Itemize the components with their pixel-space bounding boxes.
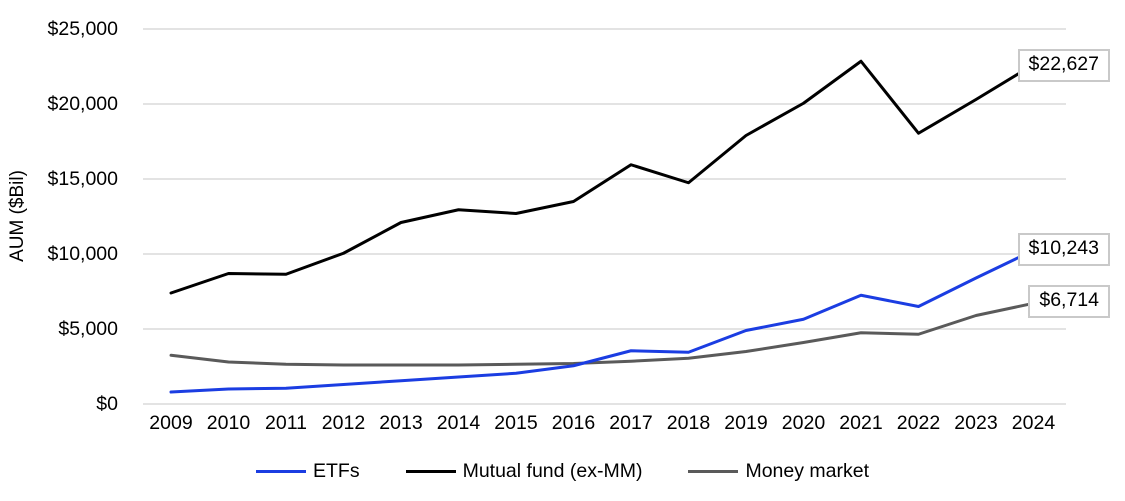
x-tick-2022: 2022: [896, 412, 941, 434]
legend-label-etfs: ETFs: [312, 460, 360, 482]
x-tick-2013: 2013: [379, 412, 423, 434]
x-tick-2018: 2018: [666, 412, 711, 434]
end-label-etfs: $10,243: [1017, 233, 1110, 266]
y-tick-15000: $15,000: [47, 168, 119, 190]
money-market-line-swatch: [688, 469, 739, 474]
mutual-fund-line-swatch: [405, 469, 456, 474]
y-tick-20000: $20,000: [47, 93, 119, 115]
legend-label-mutual-fund: Mutual fund (ex-MM): [462, 460, 643, 482]
end-label-mutual-fund: $22,627: [1017, 49, 1110, 82]
end-label-money-market: $6,714: [1028, 285, 1110, 318]
x-tick-2020: 2020: [781, 412, 826, 434]
x-tick-2021: 2021: [839, 412, 883, 434]
x-tick-2015: 2015: [494, 412, 538, 434]
legend-item-money-market: Money market: [688, 460, 869, 483]
x-tick-2017: 2017: [609, 412, 653, 434]
x-tick-2023: 2023: [954, 412, 998, 434]
etfs-line-swatch: [255, 469, 306, 474]
legend-label-money-market: Money market: [745, 460, 870, 482]
x-tick-2010: 2010: [206, 412, 251, 434]
y-tick-10000: $10,000: [47, 243, 119, 265]
x-tick-2016: 2016: [551, 412, 596, 434]
y-axis-title: AUM ($Bil): [7, 170, 28, 262]
x-tick-2019: 2019: [724, 412, 768, 434]
x-tick-2024: 2024: [1011, 412, 1056, 434]
x-tick-2014: 2014: [436, 412, 481, 434]
line-mutual-fund-ex-mm: [169, 59, 1035, 295]
y-tick-25000: $25,000: [47, 18, 119, 40]
x-tick-2009: 2009: [149, 412, 193, 434]
series-lines: [169, 59, 1035, 394]
x-tick-2012: 2012: [321, 412, 366, 434]
y-tick-5000: $5,000: [58, 318, 118, 340]
legend-item-etfs: ETFs: [255, 460, 360, 483]
y-tick-0: $0: [96, 393, 118, 415]
line-etfs: [169, 248, 1035, 394]
chart-legend: ETFs Mutual fund (ex-MM) Money market: [0, 460, 1125, 483]
gridlines: [143, 28, 1066, 405]
x-tick-2011: 2011: [265, 412, 307, 434]
line-money-market: [169, 301, 1035, 367]
legend-item-mutual-fund: Mutual fund (ex-MM): [405, 460, 643, 483]
